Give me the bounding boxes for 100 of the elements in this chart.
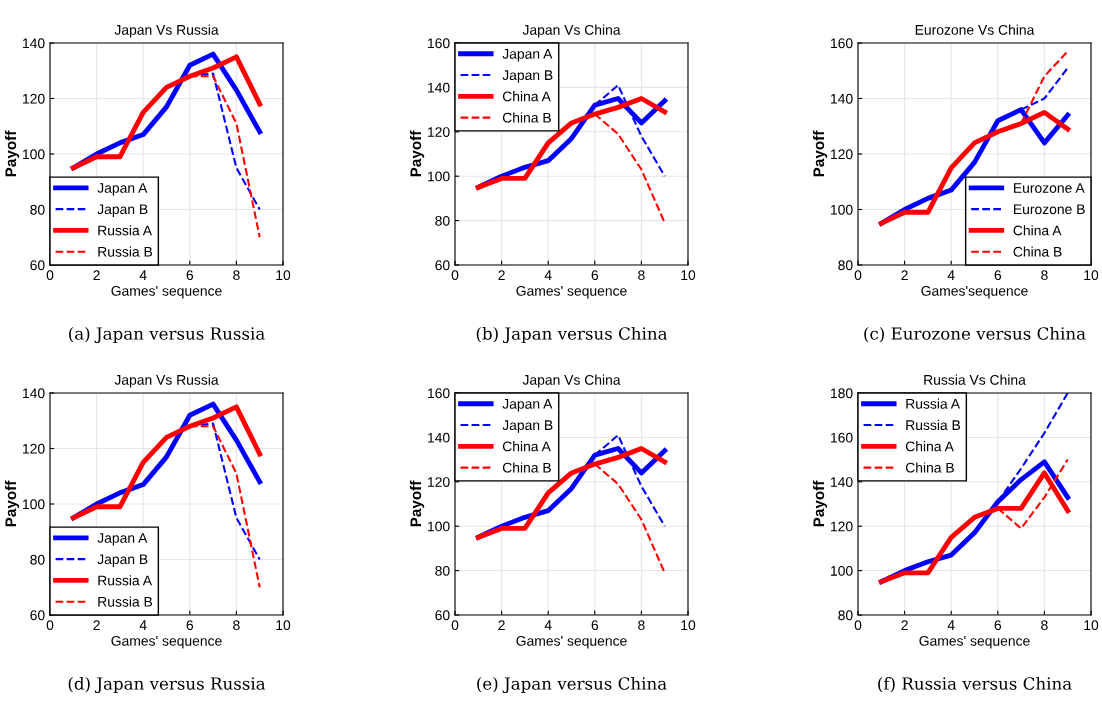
y-tick-label: 80 [838, 260, 853, 271]
text: (f) Russia versus China [878, 676, 1072, 693]
y-tick-label: 120 [428, 127, 450, 137]
y-tick-label: 100 [428, 171, 450, 182]
x-tick-label: 6 [994, 270, 1002, 281]
x-tick-label: 0 [854, 270, 862, 281]
y-tick-label: 80 [838, 610, 853, 621]
x-tick-label: 0 [451, 620, 459, 631]
x-axis-title: Games' sequence [516, 285, 627, 299]
legend-label: Russia B [98, 596, 153, 607]
y-tick-label: 80 [435, 215, 450, 226]
y-tick-label: 60 [435, 260, 450, 271]
x-tick-label: 6 [591, 620, 599, 631]
x-tick-label: 8 [1041, 620, 1048, 631]
y-tick-label: 100 [428, 521, 450, 532]
y-tick-label: 120 [23, 443, 45, 454]
legend-label: Japan A [502, 49, 553, 62]
x-tick-label: 10 [276, 270, 291, 281]
y-tick-label: 160 [428, 38, 450, 49]
x-tick-label: 2 [93, 270, 100, 280]
text: (c) Eurozone versus China [864, 326, 1086, 343]
legend-label: Russia B [98, 246, 153, 257]
y-tick-label: 180 [831, 388, 853, 399]
y-tick-label: 100 [23, 499, 45, 510]
legend-label: Russia A [98, 225, 153, 236]
legend-label: Russia B [906, 419, 961, 431]
legend-label: China B [1013, 246, 1062, 257]
legend-label: Eurozone A [1014, 183, 1085, 193]
x-tick-label: 8 [638, 620, 645, 631]
x-tick-label: 4 [947, 270, 955, 280]
legend-label: China A [502, 91, 551, 102]
x-tick-label: 4 [947, 620, 955, 630]
legend-label: Japan A [97, 183, 148, 196]
x-tick-label: 10 [1084, 620, 1099, 631]
text: (e) Japan versus China [477, 676, 667, 694]
y-axis-title: Payoff [409, 130, 425, 177]
x-axis-title: Games' sequence [111, 635, 222, 649]
y-tick-label: 80 [30, 204, 45, 215]
legend-label: Russia A [906, 398, 961, 409]
legend-label: China A [502, 441, 551, 452]
x-tick-label: 4 [139, 620, 147, 630]
legend-label: China A [1013, 225, 1062, 236]
legend-label: Japan B [502, 420, 553, 433]
legend-label: Japan B [97, 204, 148, 217]
y-tick-label: 60 [30, 610, 45, 621]
legend-label: Japan B [502, 70, 553, 83]
x-tick-label: 2 [901, 270, 908, 280]
y-axis-title: Payoff [812, 130, 828, 177]
chart-title: Japan Vs Russia [114, 24, 219, 38]
y-tick-label: 80 [435, 565, 450, 576]
x-tick-label: 0 [46, 270, 54, 281]
x-tick-label: 4 [139, 270, 147, 280]
x-tick-label: 6 [186, 270, 194, 281]
x-tick-label: 0 [854, 620, 862, 631]
text: (d) Japan versus Russia [68, 676, 266, 694]
text: (b) Japan versus China [476, 326, 668, 344]
x-tick-label: 4 [544, 620, 552, 630]
legend-label: China A [905, 441, 954, 452]
x-tick-label: 8 [233, 270, 240, 281]
legend-label: Japan B [97, 554, 148, 567]
x-tick-label: 10 [681, 270, 696, 281]
legend-label: China B [502, 462, 551, 473]
x-tick-label: 10 [276, 620, 291, 631]
chart-title: Eurozone Vs China [915, 24, 1035, 35]
y-tick-label: 60 [30, 260, 45, 271]
y-tick-label: 140 [428, 432, 450, 443]
y-tick-label: 100 [831, 565, 853, 576]
y-tick-label: 120 [428, 477, 450, 487]
x-tick-label: 2 [901, 620, 908, 630]
y-tick-label: 140 [428, 82, 450, 93]
y-axis-title: Payoff [4, 130, 20, 177]
x-tick-label: 6 [591, 270, 599, 281]
x-tick-label: 2 [93, 620, 100, 630]
x-axis-title: Games' sequence [516, 635, 627, 649]
y-tick-label: 160 [831, 432, 853, 443]
x-tick-label: 6 [186, 620, 194, 631]
x-tick-label: 8 [233, 620, 240, 631]
x-axis-title: Games' sequence [919, 635, 1030, 649]
x-axis-title: Games' sequence [111, 285, 222, 299]
x-tick-label: 0 [46, 620, 54, 631]
x-tick-label: 0 [451, 270, 459, 281]
legend-label: Japan A [97, 533, 148, 546]
y-tick-label: 140 [831, 477, 853, 487]
chart-title: Japan Vs China [522, 374, 621, 388]
y-tick-label: 80 [30, 554, 45, 565]
x-tick-label: 4 [544, 270, 552, 280]
y-tick-label: 160 [428, 388, 450, 399]
y-tick-label: 120 [23, 93, 45, 104]
legend-label: Russia A [98, 575, 153, 586]
y-axis-title: Payoff [4, 480, 20, 527]
y-tick-label: 160 [831, 38, 853, 49]
x-tick-label: 10 [1084, 270, 1099, 281]
y-tick-label: 120 [831, 521, 853, 532]
legend-label: China B [905, 462, 954, 473]
y-axis-title: Payoff [409, 480, 425, 527]
x-axis-title: Games'sequence [921, 285, 1028, 299]
chart-title: Japan Vs China [522, 24, 621, 38]
chart-title: Russia Vs China [924, 374, 1026, 385]
legend-label: Eurozone B [1014, 204, 1085, 215]
x-tick-label: 8 [1041, 270, 1048, 281]
